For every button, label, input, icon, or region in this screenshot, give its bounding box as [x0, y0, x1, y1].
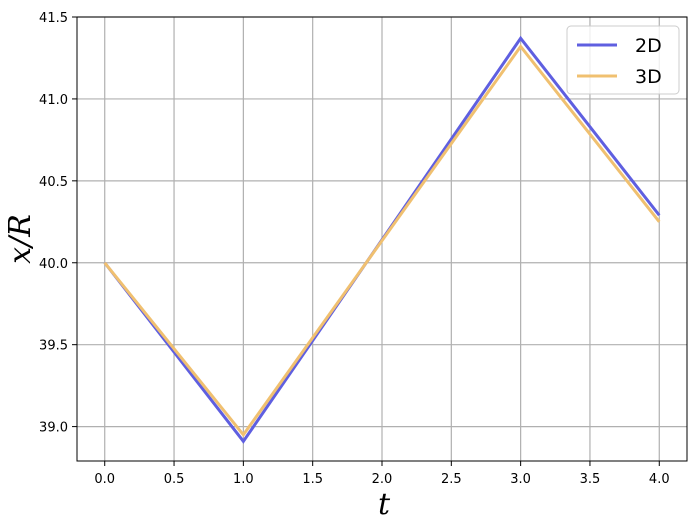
y-tick-label: 40.0 [39, 257, 68, 272]
x-tick-label: 0.5 [164, 472, 185, 487]
y-axis-label: x/R [3, 214, 38, 264]
y-tick-label: 41.0 [39, 93, 68, 108]
x-tick-label: 3.0 [510, 472, 531, 487]
x-tick-label: 2.0 [372, 472, 393, 487]
y-tick-label: 39.0 [39, 421, 68, 436]
x-axis-label: t [378, 487, 391, 519]
x-tick-label: 0.0 [94, 472, 115, 487]
legend-box [566, 25, 680, 95]
x-tick-label: 4.0 [649, 472, 670, 487]
x-tick-label: 1.0 [233, 472, 254, 487]
legend-label: 2D [635, 35, 662, 57]
x-tick-label: 2.5 [441, 472, 462, 487]
y-tick-label: 40.5 [39, 175, 68, 190]
y-tick-label: 39.5 [39, 339, 68, 354]
legend-label: 3D [635, 66, 662, 88]
data-line [103, 43, 661, 438]
plot-frame [76, 16, 688, 462]
x-tick-label: 1.5 [302, 472, 323, 487]
x-tick-label: 3.5 [580, 472, 601, 487]
y-tick-label: 41.5 [39, 11, 68, 26]
